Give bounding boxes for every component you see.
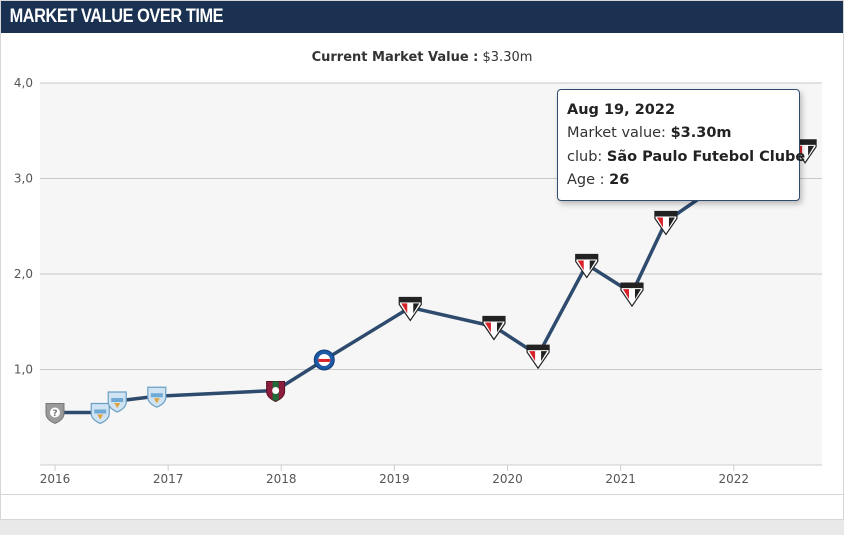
sao-paulo-crest-icon[interactable] xyxy=(654,210,678,236)
y-tick-label: 3,0 xyxy=(14,172,33,186)
data-point-tooltip: Aug 19, 2022 Market value: $3.30m club: … xyxy=(557,89,805,201)
sao-paulo-crest-icon[interactable] xyxy=(575,253,599,279)
londrina-crest-icon[interactable] xyxy=(107,391,127,413)
tooltip-market-value-label: Market value: xyxy=(567,125,666,142)
x-tick-label: 2020 xyxy=(492,472,523,486)
x-tick-label: 2017 xyxy=(153,472,184,486)
x-tick-label: 2022 xyxy=(719,472,750,486)
tooltip-date: Aug 19, 2022 xyxy=(567,102,676,118)
x-tick-label: 2016 xyxy=(40,472,71,486)
current-market-value-amount: $3.30m xyxy=(482,50,533,65)
londrina-crest-icon[interactable] xyxy=(90,402,110,425)
current-market-value-label: Current Market Value : xyxy=(311,50,479,65)
fluminense-crest-icon[interactable] xyxy=(266,381,286,403)
panel-title: MARKET VALUE OVER TIME xyxy=(9,6,224,27)
tooltip-age: 26 xyxy=(609,171,630,188)
x-tick-label: 2018 xyxy=(266,472,297,486)
panel-footer-divider xyxy=(1,494,843,495)
current-market-value: Current Market Value : $3.30m xyxy=(0,50,844,65)
sao-paulo-crest-icon[interactable] xyxy=(620,282,644,308)
tooltip-club-label: club: xyxy=(567,148,603,165)
svg-text:?: ? xyxy=(52,409,57,419)
tooltip-age-label: Age : xyxy=(567,171,605,188)
y-tick-label: 2,0 xyxy=(14,267,33,281)
panel-header: MARKET VALUE OVER TIME xyxy=(1,1,843,33)
y-tick-label: 4,0 xyxy=(14,76,33,90)
x-tick-label: 2019 xyxy=(379,472,410,486)
tooltip-market-value: $3.30m xyxy=(670,125,732,142)
y-tick-label: 1,0 xyxy=(14,363,33,377)
unknown-club-crest-icon[interactable]: ? xyxy=(45,402,65,425)
tooltip-club: São Paulo Futebol Clube xyxy=(606,148,806,165)
sao-paulo-crest-icon[interactable] xyxy=(526,344,550,370)
bahia-crest-icon[interactable] xyxy=(313,349,335,371)
sao-paulo-crest-icon[interactable] xyxy=(482,315,506,341)
x-tick-label: 2021 xyxy=(605,472,636,486)
sao-paulo-crest-icon[interactable] xyxy=(398,296,422,322)
londrina-crest-icon[interactable] xyxy=(147,386,167,408)
